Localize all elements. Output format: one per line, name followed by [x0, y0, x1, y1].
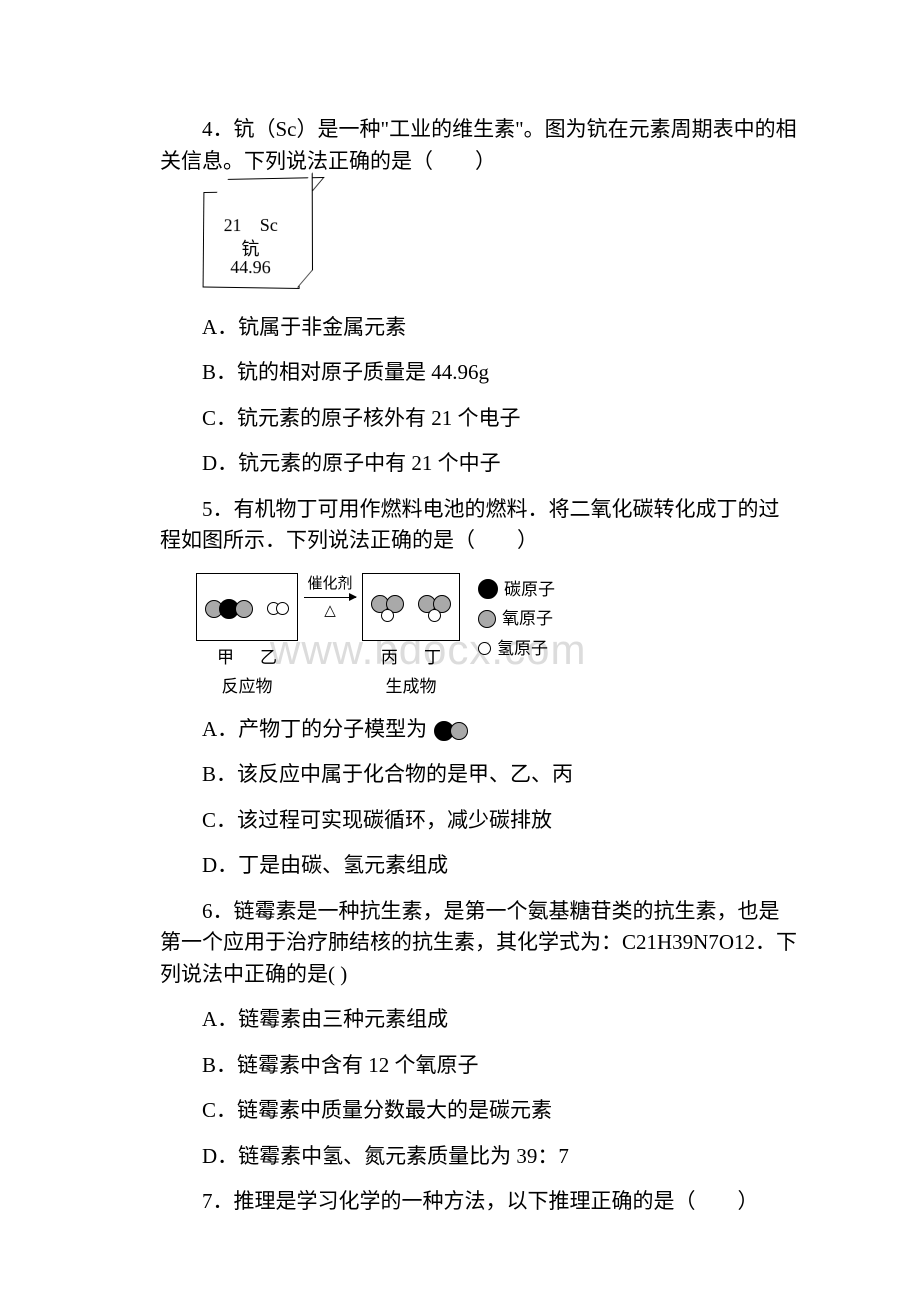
heat-label: △ [324, 600, 336, 623]
q5-option-b: B．该反应中属于化合物的是甲、乙、丙 [160, 759, 800, 791]
molecule-yi [267, 602, 289, 615]
reactants-box [196, 573, 298, 641]
q5-option-a: A．产物丁的分子模型为 [160, 714, 800, 746]
atom-legend: 碳原子 氧原子 氢原子 [478, 577, 555, 662]
element-card: 21 Sc 钪 44.96 [203, 191, 300, 290]
q7-stem: 7．推理是学习化学的一种方法，以下推理正确的是（ ） [160, 1186, 800, 1218]
hydrogen-atom-icon [478, 642, 491, 655]
oxygen-atom-icon [478, 610, 496, 628]
label-ding: 丁 [424, 645, 441, 671]
element-symbol: Sc [260, 215, 278, 235]
reaction-arrow: 催化剂 △ [298, 573, 362, 623]
legend-carbon: 碳原子 [504, 577, 555, 603]
q6-option-a: A．链霉素由三种元素组成 [160, 1004, 800, 1036]
legend-oxygen: 氧原子 [502, 606, 553, 632]
q6-stem: 6．链霉素是一种抗生素，是第一个氨基糖苷类的抗生素，也是第一个应用于治疗肺结核的… [160, 896, 800, 991]
label-jia: 甲 [217, 645, 234, 671]
q5-option-d: D．丁是由碳、氢元素组成 [160, 850, 800, 882]
molecule-ding [418, 595, 451, 622]
q6-option-d: D．链霉素中氢、氮元素质量比为 39：7 [160, 1141, 800, 1173]
carbon-atom-icon [478, 579, 498, 599]
legend-hydrogen: 氢原子 [497, 636, 548, 662]
q4-option-a: A．钪属于非金属元素 [160, 312, 800, 344]
label-products: 生成物 [386, 674, 437, 700]
q5-option-a-text: A．产物丁的分子模型为 [202, 717, 427, 741]
q6-option-c: C．链霉素中质量分数最大的是碳元素 [160, 1095, 800, 1127]
q4-stem: 4．钪（Sc）是一种"工业的维生素"。图为钪在元素周期表中的相关信息。下列说法正… [160, 114, 800, 177]
element-mass: 44.96 [204, 254, 299, 282]
q4-option-d: D．钪元素的原子中有 21 个中子 [160, 448, 800, 480]
q5-reaction-figure: 甲 乙 反应物 催化剂 △ [196, 573, 800, 700]
molecule-jia [205, 599, 253, 619]
catalyst-label: 催化剂 [307, 573, 352, 596]
element-number: 21 [224, 215, 242, 235]
q4-option-c: C．钪元素的原子核外有 21 个电子 [160, 403, 800, 435]
q5-stem: 5．有机物丁可用作燃料电池的燃料．将二氧化碳转化成丁的过程如图所示．下列说法正确… [160, 494, 800, 557]
label-reactants: 反应物 [222, 674, 273, 700]
q6-option-b: B．链霉素中含有 12 个氧原子 [160, 1050, 800, 1082]
option-a-molecule-icon [434, 721, 468, 741]
q5-option-c: C．该过程可实现碳循环，减少碳排放 [160, 805, 800, 837]
q4-option-b: B．钪的相对原子质量是 44.96g [160, 357, 800, 389]
label-bing: 丙 [381, 645, 398, 671]
molecule-bing [371, 595, 404, 622]
label-yi: 乙 [260, 645, 277, 671]
q4-element-figure: 21 Sc 钪 44.96 [202, 191, 800, 298]
products-box [362, 573, 460, 641]
